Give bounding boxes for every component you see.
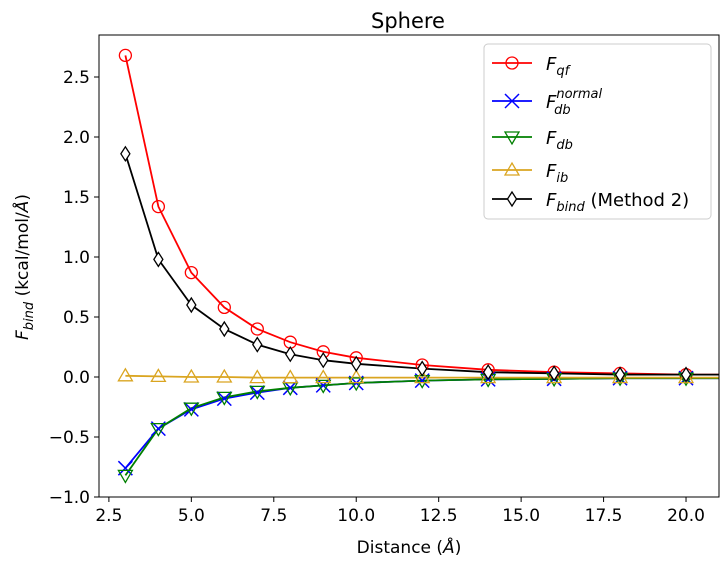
series-3-point-6 (315, 369, 332, 384)
series-3-point-5 (282, 369, 299, 384)
series-4-point-6 (317, 351, 329, 369)
legend-label-1: Fnormal db (546, 87, 603, 118)
series-3-point-8 (414, 369, 431, 384)
series-4-point-8 (416, 360, 428, 377)
series-4-point-10 (548, 365, 560, 382)
series-4-point-5 (285, 345, 296, 363)
series-3-point-3 (216, 368, 233, 383)
series-group (117, 48, 719, 484)
series-4-point-2 (186, 296, 197, 314)
series-4-point-0 (120, 145, 131, 163)
series-1-point-0-stroke-b (117, 460, 133, 476)
x-tick-label-4: 12.5 (420, 506, 458, 526)
series-0-point-2 (184, 265, 198, 280)
series-4-point-7 (350, 355, 362, 373)
series-1-point-4 (249, 385, 265, 401)
y-tick-label-2: 0.0 (63, 368, 90, 388)
series-0-point-1 (151, 199, 166, 214)
x-axis-label: Distance (Å) (357, 536, 462, 558)
y-tick-label-5: 1.5 (63, 188, 90, 208)
x-tick-label-0: 2.5 (95, 506, 122, 526)
x-tick-label-1: 5.0 (178, 506, 205, 526)
y-tick-label-0: −1.0 (49, 488, 90, 508)
series-1-point-0 (117, 460, 133, 476)
series-3-point-9 (480, 369, 497, 384)
y-tick-label-7: 2.5 (63, 68, 90, 88)
chart-title: Sphere (371, 9, 445, 33)
y-tick-label-4: 1.0 (63, 248, 90, 268)
legend-label-4: Fbind (Method 2) (546, 190, 689, 215)
series-0-point-4 (250, 322, 264, 336)
legend-marker-3 (503, 161, 521, 176)
series-2-point-7 (348, 377, 365, 392)
legend-marker-1 (504, 93, 520, 109)
series-1-point-4-stroke-b (249, 385, 265, 401)
series-1-point-3 (216, 391, 232, 407)
series-4-point-4 (252, 336, 263, 353)
series-3-point-4 (249, 369, 266, 384)
x-tick-label-2: 7.5 (260, 506, 287, 526)
legend: Fqf Fnormal db Fdb Fib Fbind (Method 2) (483, 43, 712, 220)
legend-marker-2 (503, 131, 521, 146)
legend-label-0: Fqf (546, 54, 572, 79)
series-4-point-1 (153, 251, 164, 268)
series-2-point-1 (150, 422, 167, 437)
y-axis-label: Fbind (kcal/mol/Å) (11, 194, 37, 340)
series-2-point-3 (216, 391, 233, 406)
series-2-point-2 (183, 402, 200, 417)
x-tick-label-5: 15.0 (502, 506, 540, 526)
series-4-line (124, 153, 719, 376)
legend-label-3: Fib (546, 161, 568, 186)
series-0-line (124, 55, 719, 376)
series-3-point-1 (150, 368, 167, 383)
series-0-point-0 (118, 48, 133, 63)
series-3-point-2 (183, 368, 200, 383)
series-3-point-0 (117, 367, 134, 382)
legend-box (483, 43, 712, 220)
series-4-point-12 (680, 366, 692, 383)
y-tick-label-1: −0.5 (49, 428, 90, 448)
legend-marker-1-stroke-b (504, 93, 520, 109)
y-tick-label-3: 0.5 (63, 308, 90, 328)
series-1-point-2 (183, 401, 199, 417)
series-2-point-0 (117, 469, 134, 484)
plot-area (98, 34, 720, 498)
legend-marker-0 (505, 56, 519, 70)
legend-label-2: Fdb (546, 128, 573, 153)
legend-marker-4 (506, 190, 518, 208)
series-3-line (125, 374, 719, 379)
series-3-point-10 (545, 369, 563, 384)
series-0-point-3 (217, 300, 231, 315)
x-axis: 2.5 5.0 7.5 10.0 12.5 15.0 17.5 20.0 (95, 497, 705, 526)
series-1-point-2-stroke-b (183, 401, 199, 417)
y-axis: −1.0 −0.5 0.0 0.5 1.0 1.5 2.0 2.5 (49, 68, 99, 508)
series-3-point-7 (348, 369, 365, 384)
series-4-point-3 (219, 320, 230, 338)
x-tick-label-7: 20.0 (667, 506, 705, 526)
plot-frame (98, 34, 720, 498)
x-tick-label-6: 17.5 (585, 506, 623, 526)
series-2-point-4 (249, 385, 266, 400)
x-tick-label-3: 10.0 (337, 506, 375, 526)
series-2-point-6 (315, 379, 332, 394)
y-tick-label-6: 2.0 (63, 128, 90, 148)
series-1-point-3-stroke-b (216, 391, 232, 407)
series-4-point-11 (614, 366, 626, 383)
series-4-point-9 (482, 363, 494, 381)
